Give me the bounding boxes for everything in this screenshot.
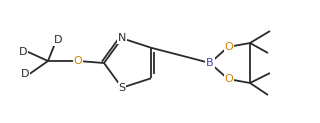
Text: D: D [21, 69, 29, 79]
Text: D: D [19, 47, 27, 57]
Text: O: O [225, 74, 233, 84]
Text: O: O [74, 56, 82, 66]
Text: S: S [118, 83, 125, 93]
Text: O: O [225, 42, 233, 52]
Text: N: N [118, 33, 126, 43]
Text: B: B [206, 58, 214, 68]
Text: D: D [54, 35, 62, 45]
